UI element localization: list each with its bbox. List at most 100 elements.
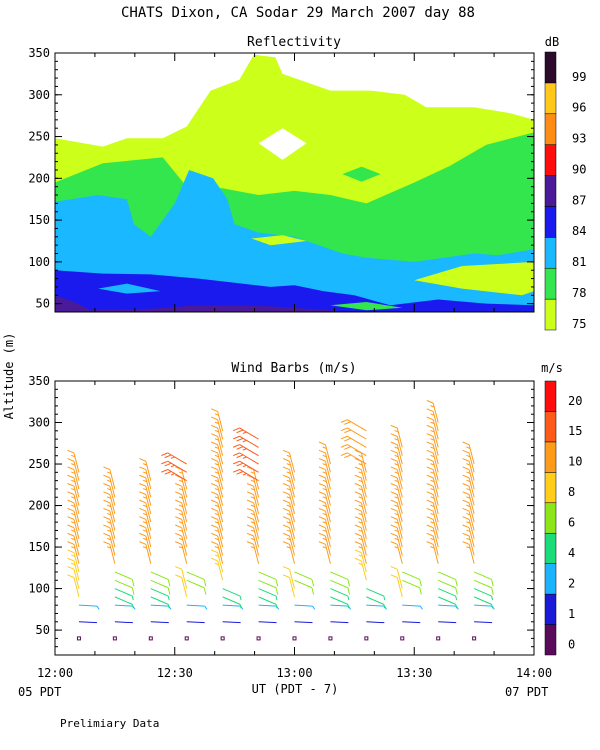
wind-barb-calm (400, 636, 405, 641)
wind-barb-staff (294, 604, 313, 607)
wind-barb-flag (282, 566, 290, 570)
wind-barb-staff (396, 502, 403, 523)
wind-barb-staff (145, 469, 152, 490)
wind-barb (67, 541, 80, 564)
wind-barb-flag (142, 512, 147, 516)
wind-barb (354, 483, 367, 506)
wind-barb-flag (210, 466, 218, 471)
wind-barb-flag (103, 507, 111, 512)
wind-barb-flag (67, 491, 75, 495)
wind-barb (330, 621, 349, 624)
wind-barb-calm (184, 636, 189, 641)
wind-barb-flag (139, 499, 146, 504)
wind-barb-calm (328, 636, 333, 641)
reflectivity-colorbar-swatch (544, 144, 557, 176)
wind-barb-flag (214, 521, 219, 524)
wind-barb-flag (344, 421, 352, 425)
wind-barb-staff (73, 486, 80, 506)
wind-barb-staff (217, 535, 224, 556)
wind-barb-calm (220, 636, 225, 641)
wind-barb-flag (236, 471, 244, 475)
wind-barb-staff (217, 560, 224, 581)
wind-barb-flag (340, 427, 348, 432)
wind-barb-flag (466, 529, 471, 533)
wind-barb-flag (103, 532, 111, 537)
wind-barb-staff (324, 469, 331, 490)
wind-barb-flag (71, 512, 76, 516)
wind-barb-flag (354, 507, 362, 512)
wind-barb-flag (394, 537, 399, 541)
wind-barb-flag (358, 562, 363, 566)
wind-barb-flag (286, 512, 291, 516)
wind-barb (330, 588, 350, 601)
wind-barb-flag (466, 496, 471, 499)
wind-barb-flag (466, 504, 471, 508)
reflectivity-ytick-label: 250 (28, 130, 50, 144)
wind-barb-flag (318, 499, 326, 504)
wind-barb-flag (214, 471, 219, 474)
wind-barb-flag (96, 605, 100, 610)
wind-barb-calm (112, 636, 117, 641)
wind-barb-flag (106, 488, 112, 491)
wind-barb-flag (322, 537, 327, 541)
wind-barb-flag (340, 452, 348, 457)
wind-barb (438, 579, 458, 595)
reflectivity-colorbar-label: 84 (572, 224, 586, 238)
wind-barb-calm (256, 636, 261, 641)
wind-barb-staff (73, 577, 80, 598)
wind-barb (161, 452, 187, 465)
wind-barb (282, 483, 295, 506)
wind-colorbar-label: 2 (568, 576, 575, 590)
wind-barb (210, 458, 224, 481)
wind-barb-staff (181, 544, 188, 564)
wind-barb-flag (170, 456, 175, 459)
wind-barb (330, 579, 351, 595)
wind-barb-flag (426, 491, 434, 495)
wind-barb-staff (396, 486, 403, 506)
wind-barb (210, 474, 224, 498)
wind-barb (282, 566, 295, 589)
wind-barb-staff (73, 494, 80, 514)
wind-barb-flag (426, 433, 434, 437)
wind-barb-flag (71, 537, 76, 541)
wind-barb-flag (394, 529, 399, 533)
wind-barb-flag (214, 438, 219, 441)
reflectivity-colorbar-label: 93 (572, 132, 586, 146)
wind-barb (67, 491, 80, 514)
wind-barb-flag (210, 458, 218, 462)
wind-barb-flag (282, 466, 290, 471)
wind-barb-staff (438, 604, 457, 607)
wind-barb (232, 452, 259, 465)
wind-barb-flag (394, 471, 399, 474)
wind-colorbar-swatch (544, 593, 557, 625)
wind-barb-staff (432, 403, 439, 423)
wind-barb-staff (330, 579, 349, 589)
wind-barb-flag (358, 471, 363, 474)
wind-barb-flag (282, 499, 290, 504)
wind-barb-staff (396, 569, 403, 589)
wind-barb-staff (181, 519, 188, 539)
wind-barb-flag (236, 462, 244, 467)
wind-barb (462, 491, 475, 514)
wind-barb-staff (402, 621, 421, 624)
wind-barb (139, 466, 152, 490)
wind-barb-staff (474, 621, 493, 624)
wind-barb (78, 604, 100, 610)
wind-barb-flag (67, 516, 75, 520)
wind-barb (462, 441, 475, 465)
wind-barb-staff (186, 604, 205, 607)
wind-barb-staff (438, 588, 456, 597)
wind-barb-staff (432, 469, 439, 490)
wind-colorbar-swatch (544, 472, 557, 504)
wind-barb (222, 588, 242, 601)
wind-barb-staff (73, 535, 80, 556)
wind-barb-staff (468, 461, 475, 481)
wind-barb-flag (390, 532, 398, 537)
wind-barb-flag (455, 595, 458, 601)
wind-barb-flag (358, 546, 363, 549)
wind-barb (402, 571, 422, 587)
wind-barb-flag (390, 524, 398, 529)
wind-barb-flag (430, 463, 435, 466)
wind-barb-flag (318, 474, 326, 479)
wind-barb-staff (109, 510, 116, 531)
